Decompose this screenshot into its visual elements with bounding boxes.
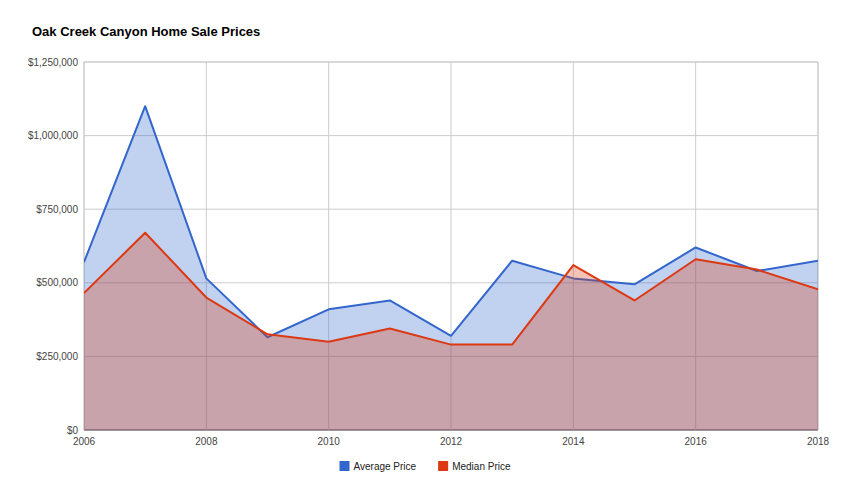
legend: Average Price Median Price	[340, 461, 511, 472]
y-tick-label: $1,000,000	[28, 130, 78, 141]
y-tick-label: $750,000	[36, 204, 78, 215]
title: Oak Creek Canyon Home Sale Prices	[32, 24, 260, 39]
y-tick-label: $500,000	[36, 277, 78, 288]
page: {"chart_data": {"type": "area", "title":…	[0, 0, 850, 500]
plot-frame-top	[84, 62, 818, 63]
x-tick-label: 2012	[440, 436, 463, 447]
chart: Oak Creek Canyon Home Sale Prices $0 $250,…	[0, 0, 850, 500]
series-area	[84, 106, 818, 430]
y-grid-line	[84, 62, 818, 63]
legend-label: Median Price	[452, 461, 511, 472]
legend-swatch	[438, 461, 448, 471]
grid	[84, 62, 818, 430]
series-area	[84, 233, 818, 430]
x-tick-label: 2018	[807, 436, 830, 447]
y-tick-label: $250,000	[36, 351, 78, 362]
x-tick-label: 2016	[685, 436, 708, 447]
x-tick-label: 2008	[195, 436, 218, 447]
series-line	[84, 233, 818, 345]
x-tick-label: 2010	[318, 436, 341, 447]
x-tick-label: 2006	[73, 436, 96, 447]
x-tick-label: 2014	[562, 436, 585, 447]
y-tick-label: $0	[67, 425, 79, 436]
y-tick-label: $1,250,000	[28, 57, 78, 68]
legend-swatch	[340, 461, 350, 471]
legend-label: Average Price	[354, 461, 417, 472]
plot-area	[84, 106, 818, 430]
